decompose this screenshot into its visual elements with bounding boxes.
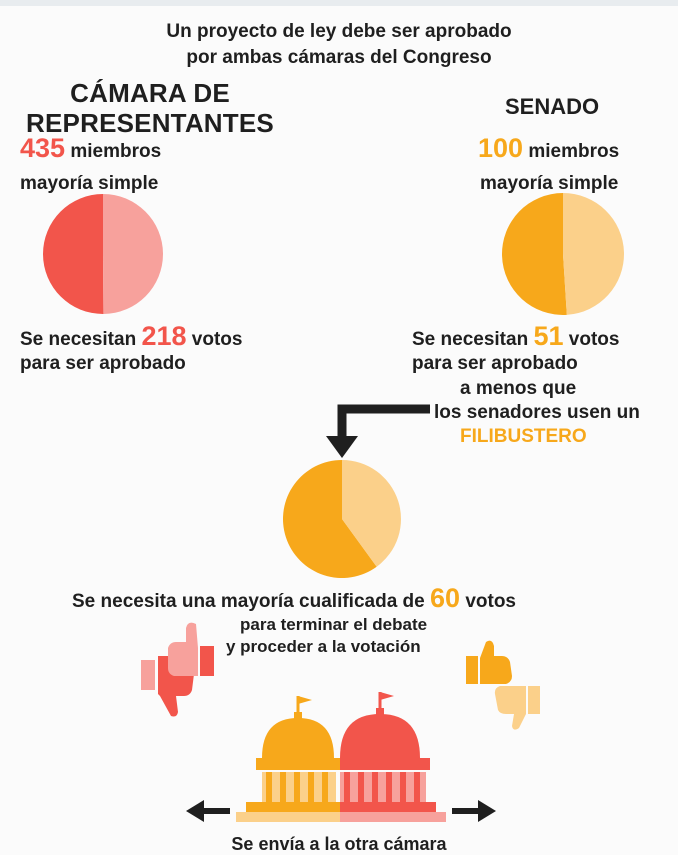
thumbs-down-icon-right	[494, 686, 540, 730]
house-votes-line-1: Se necesitan 218 votos	[20, 321, 243, 352]
senate-votes-line-1: Se necesitan 51 votos	[412, 321, 620, 352]
thumbs-up-icon	[168, 622, 214, 676]
title-line-1: Un proyecto de ley debe ser aprobado	[166, 21, 512, 42]
cloture-line-1: Se necesita una mayoría cualificada de 6…	[72, 583, 517, 614]
house-votes-prefix: Se necesitan	[20, 329, 137, 350]
pie-slice-2-b	[563, 193, 624, 315]
house-pie-chart	[43, 194, 164, 314]
graphics-layer	[43, 193, 624, 822]
house-heading-line-2: REPRESENTANTES	[26, 108, 274, 138]
house-votes-line-2: para ser aprobado	[20, 353, 186, 374]
senate-members-label: miembros	[528, 141, 620, 162]
cloture-prefix: Se necesita una mayoría cualificada de	[72, 591, 425, 612]
title-line-2: por ambas cámaras del Congreso	[186, 47, 492, 68]
thumbs-up-down-icon-right	[466, 640, 540, 730]
house-heading-line-1: CÁMARA DE	[70, 78, 230, 108]
arrow-left-icon	[186, 800, 230, 822]
senate-pie-chart	[502, 193, 624, 315]
senate-members: 100 miembros	[478, 133, 620, 164]
down-arrow-icon	[326, 404, 430, 458]
house-votes-number: 218	[141, 321, 187, 351]
senate-heading: SENADO	[505, 94, 600, 119]
cloture-line-2: para terminar el debate	[240, 615, 428, 634]
house-members-label: miembros	[70, 141, 162, 162]
arrow-right-icon	[452, 800, 496, 822]
senate-majority: mayoría simple	[480, 173, 619, 194]
senate-unless-line-2: los senadores usen un	[434, 402, 640, 423]
senate-filibuster: FILIBUSTERO	[460, 426, 587, 447]
senate-members-number: 100	[478, 133, 524, 163]
senate-votes-line-2: para ser aprobado	[412, 353, 578, 374]
cloture-suffix: votos	[465, 591, 517, 612]
cloture-number: 60	[430, 583, 461, 613]
pie-slice-3-b	[342, 460, 401, 567]
house-votes-suffix: votos	[191, 329, 243, 350]
pie-slice-1-a	[43, 194, 104, 314]
senate-votes-prefix: Se necesitan	[412, 329, 529, 350]
capitol-building-icon	[236, 692, 446, 822]
senate-votes-number: 51	[533, 321, 564, 351]
cloture-line-3: y proceder a la votación	[226, 637, 421, 656]
pie-slice-3-a	[282, 459, 377, 578]
footer-sent: Se envía a la otra cámara	[231, 834, 447, 854]
house-majority: mayoría simple	[20, 173, 159, 194]
pie-slice-1-b	[103, 194, 164, 314]
house-heading: CÁMARA DE REPRESENTANTES	[20, 78, 280, 138]
thumbs-up-icon-right	[466, 640, 512, 684]
house-members-number: 435	[20, 133, 66, 163]
pie-slice-2-a	[502, 193, 567, 315]
senate-votes-suffix: votos	[568, 329, 620, 350]
house-members: 435 miembros	[20, 133, 162, 164]
cloture-pie-chart	[282, 459, 401, 578]
thumbs-up-down-icon-left	[141, 622, 214, 717]
senate-unless: a menos que	[460, 378, 577, 399]
